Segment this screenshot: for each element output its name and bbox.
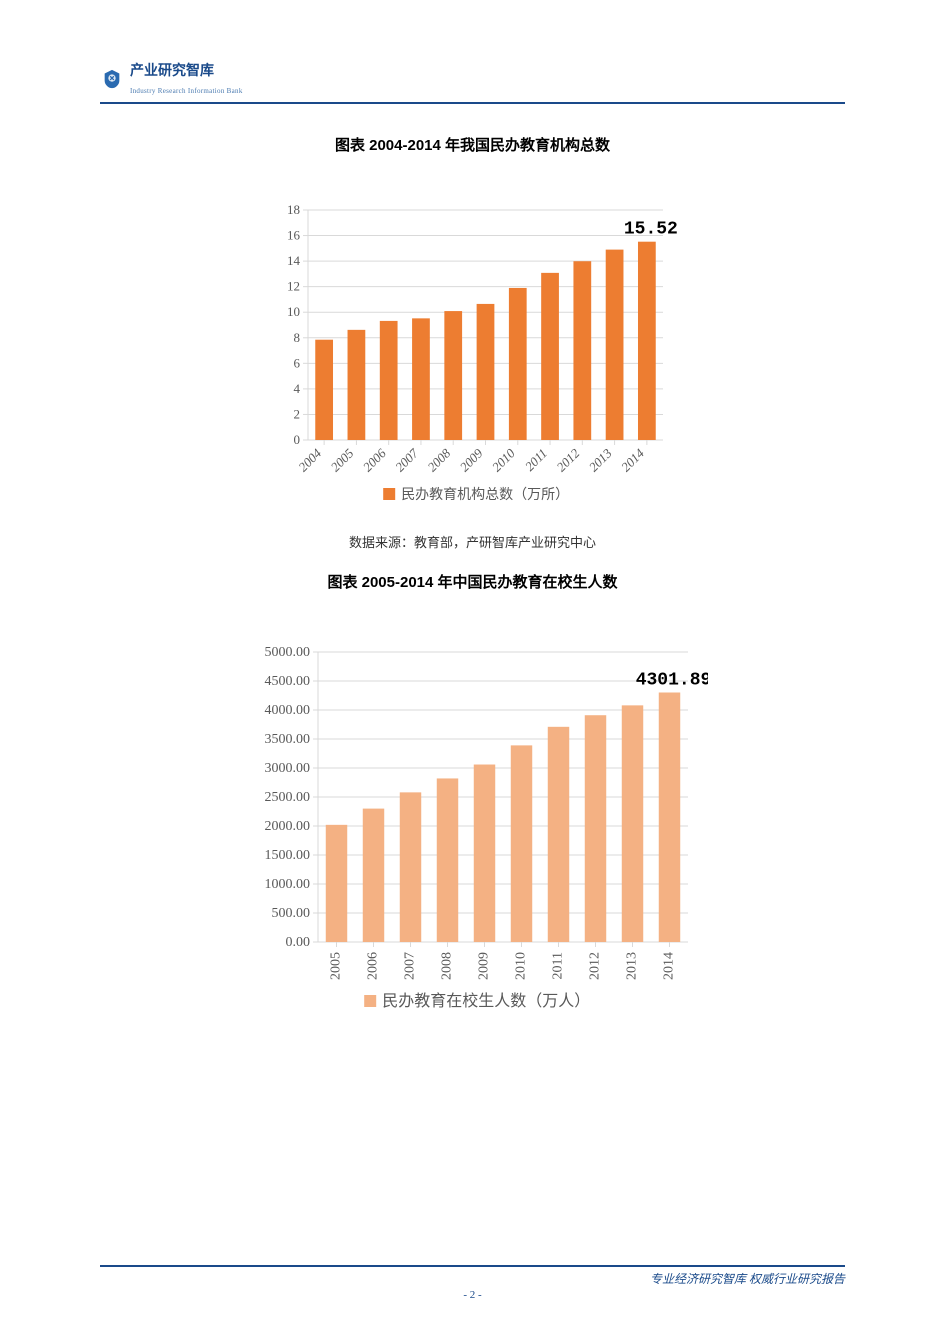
svg-text:0.00: 0.00 [285,935,310,950]
svg-text:2008: 2008 [439,952,454,980]
svg-text:4000.00: 4000.00 [264,703,310,718]
svg-text:2012: 2012 [553,445,582,474]
svg-text:3000.00: 3000.00 [264,761,310,776]
svg-text:0: 0 [293,432,300,447]
svg-text:2012: 2012 [587,952,602,980]
chart1-source: 数据来源：教育部，产研智库产业研究中心 [100,532,845,551]
svg-text:2010: 2010 [513,952,528,980]
svg-text:2005: 2005 [328,952,343,980]
svg-text:2013: 2013 [585,445,614,474]
svg-text:2014: 2014 [661,952,676,980]
svg-text:2013: 2013 [624,952,639,980]
svg-text:2009: 2009 [456,445,485,474]
svg-text:民办教育在校生人数（万人）: 民办教育在校生人数（万人） [382,992,590,1010]
logo-text: 产业研究智库 Industry Research Information Ban… [130,60,243,98]
logo-text-cn: 产业研究智库 [130,62,214,78]
svg-text:14: 14 [287,253,301,268]
svg-text:8: 8 [293,330,300,345]
chart1-title: 图表 2004-2014 年我国民办教育机构总数 [100,134,845,155]
svg-text:2010: 2010 [488,445,517,474]
chart2-block-svg: 0.00 500.00 1000.00 1500.00 2000.00 2500.00 30… [238,622,708,1036]
svg-text:2005: 2005 [327,445,356,474]
header-divider [100,102,845,104]
chart1-block-svg: 0246810121416182004200520062007200820092… [263,185,683,521]
svg-text:2011: 2011 [550,952,565,979]
svg-text:10: 10 [287,304,300,319]
logo-icon [100,67,124,91]
chart1: 0246810121416182004200520062007200820092… [263,185,683,526]
svg-text:3500.00: 3500.00 [264,732,310,747]
svg-text:18: 18 [287,202,300,217]
svg-text:2000.00: 2000.00 [264,819,310,834]
svg-text:4: 4 [293,381,300,396]
chart2: 0.00 500.00 1000.00 1500.00 2000.00 2500.00 30… [238,622,708,1041]
svg-text:1500.00: 1500.00 [264,848,310,863]
svg-text:2011: 2011 [521,446,549,474]
svg-text:2006: 2006 [365,952,380,980]
svg-text:2004: 2004 [295,445,324,474]
footer-divider [100,1265,845,1267]
svg-text:12: 12 [287,279,300,294]
svg-text:2014: 2014 [617,445,646,474]
chart2-wrap: 0.00 500.00 1000.00 1500.00 2000.00 2500.00 30… [100,622,845,1041]
svg-text:2: 2 [293,406,300,421]
svg-text:16: 16 [287,228,301,243]
svg-text:2007: 2007 [392,445,421,474]
chart1-wrap: 0246810121416182004200520062007200820092… [100,185,845,526]
document-page: 产业研究智库 Industry Research Information Ban… [0,0,945,1337]
svg-text:2009: 2009 [476,952,491,980]
svg-text:500.00: 500.00 [271,906,310,921]
header-logo-row: 产业研究智库 Industry Research Information Ban… [100,60,845,98]
svg-text:1000.00: 1000.00 [264,877,310,892]
svg-text:6: 6 [293,355,300,370]
chart2-title: 图表 2005-2014 年中国民办教育在校生人数 [100,571,845,592]
svg-text:2500.00: 2500.00 [264,790,310,805]
svg-text:15.52: 15.52 [623,220,677,240]
footer-tagline: 专业经济研究智库 权威行业研究报告 [650,1270,845,1287]
svg-text:2006: 2006 [359,445,388,474]
page-number: - 2 - [0,1289,945,1301]
svg-text:2007: 2007 [402,952,417,980]
svg-text:5000.00: 5000.00 [264,645,310,660]
logo-text-en: Industry Research Information Bank [130,87,243,95]
svg-text:2008: 2008 [424,445,453,474]
svg-text:4500.00: 4500.00 [264,674,310,689]
svg-text:4301.89: 4301.89 [635,670,707,690]
svg-text:民办教育机构总数（万所）: 民办教育机构总数（万所） [401,487,569,503]
